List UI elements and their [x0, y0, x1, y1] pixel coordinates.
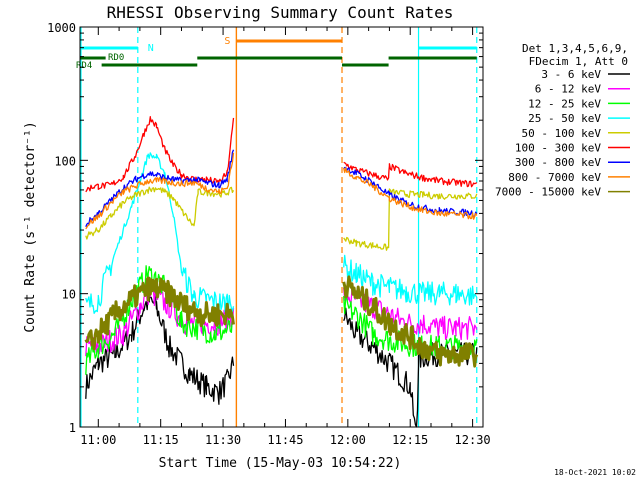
y-tick-label-1: 10 — [62, 288, 76, 302]
series-line-5 — [85, 116, 478, 193]
y-axis-label: Count Rate (s⁻¹ detector⁻¹) — [23, 121, 38, 332]
saa-label: S — [224, 36, 230, 47]
legend-header-1: FDecim 1, Att 0 — [529, 55, 628, 68]
chart-title: RHESSI Observing Summary Count Rates — [107, 3, 454, 22]
legend-label-7: 800 - 7000 keV — [508, 171, 601, 184]
series-line-7 — [85, 152, 478, 230]
legend-header-0: Det 1,3,4,5,6,9, — [522, 42, 628, 55]
night-label: N — [148, 43, 154, 54]
instrument-state-bands: N S RD0 RD4 — [76, 27, 478, 427]
x-tick-label-4: 12:00 — [330, 433, 366, 447]
legend-label-1: 6 - 12 keV — [535, 83, 602, 96]
x-tick-label-5: 12:15 — [392, 433, 428, 447]
y-tick-label-3: 1000 — [47, 21, 76, 35]
series-layer — [84, 116, 479, 428]
y-tick-label-0: 1 — [69, 421, 76, 435]
x-tick-label-3: 11:45 — [267, 433, 303, 447]
series-line-3 — [85, 152, 478, 315]
legend-label-6: 300 - 800 keV — [515, 156, 601, 169]
x-axis-label: Start Time (15-May-03 10:54:22) — [159, 456, 402, 471]
x-tick-label-0: 11:00 — [80, 433, 116, 447]
x-tick-label-2: 11:30 — [205, 433, 241, 447]
x-tick-label-6: 12:30 — [455, 433, 491, 447]
x-tick-label-1: 11:15 — [143, 433, 179, 447]
legend-label-5: 100 - 300 keV — [515, 142, 601, 155]
series-line-8 — [84, 275, 479, 368]
legend-label-0: 3 - 6 keV — [541, 68, 601, 81]
generation-timestamp: 18-Oct-2021 10:02 — [554, 468, 636, 477]
series-line-2 — [85, 265, 478, 375]
legend-label-2: 12 - 25 keV — [528, 97, 601, 110]
rd4-label: RD4 — [76, 61, 92, 71]
legend-label-4: 50 - 100 keV — [522, 127, 602, 140]
plot-frame — [79, 26, 484, 428]
axes: 11:00 11:15 11:30 11:45 12:00 12:15 12:30 1 10 10… — [47, 21, 491, 447]
y-tick-label-2: 100 — [54, 154, 76, 168]
legend-label-3: 25 - 50 keV — [528, 112, 601, 125]
rd0-label: RD0 — [108, 53, 124, 63]
legend-label-8: 7000 - 15000 keV — [495, 186, 601, 199]
legend: Det 1,3,4,5,6,9,FDecim 1, Att 03 - 6 keV… — [495, 42, 630, 199]
